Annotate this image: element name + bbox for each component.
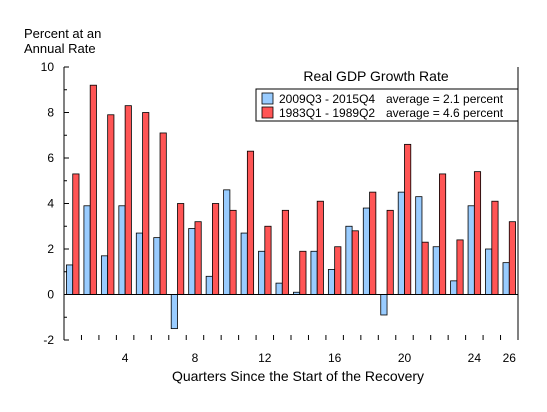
bar-series-2-q19	[386, 209, 394, 295]
y-ticks-group: -2 0 2 4 6 8 10	[41, 60, 69, 347]
legend-label-series-2: 1983Q1 - 1989Q2	[279, 106, 375, 120]
legend-box	[255, 88, 519, 122]
bar-series-2-q3	[107, 114, 115, 295]
bar-series-1-q5	[135, 232, 143, 295]
bar-series-2-q23	[456, 239, 464, 295]
bar-series-2-q25	[491, 200, 499, 295]
bar-series-1-q13	[275, 282, 283, 295]
legend: 2009Q3 - 2015Q4 average = 2.1 percent 19…	[255, 88, 519, 122]
bar-series-2-q24	[473, 171, 482, 295]
bar-series-2-q22	[439, 173, 447, 295]
legend-swatch-series-1	[261, 92, 274, 105]
legend-average-series-2: average = 4.6 percent	[386, 106, 504, 120]
x-tick-label: 20	[398, 351, 412, 365]
bar-series-2-q2	[89, 84, 97, 295]
bar-series-2-q18	[369, 191, 377, 295]
bar-series-1-q18	[362, 207, 370, 295]
bar-series-2-q13	[281, 209, 289, 295]
bar-series-1-q15	[310, 250, 318, 295]
bar-series-2-q14	[299, 250, 307, 295]
x-tick-label: 26	[503, 351, 517, 365]
bar-series-1-q21	[415, 196, 423, 295]
bar-series-2-q10	[229, 209, 237, 295]
bar-series-1-q10	[223, 189, 231, 295]
bar-series-1-q11	[240, 232, 248, 295]
bar-series-2-q1	[72, 173, 80, 295]
bar-series-1-q9	[205, 275, 213, 295]
legend-swatch-series-2	[261, 106, 274, 119]
y-axis-label: Percent at an Annual Rate	[24, 26, 101, 56]
bar-series-2-q4	[124, 105, 132, 295]
bar-series-2-q5	[142, 112, 150, 295]
x-tick-label: 4	[122, 351, 129, 365]
y-tick-label: 2	[47, 242, 54, 256]
bar-series-1-q2	[83, 205, 91, 295]
bar-series-1-q25	[485, 248, 493, 295]
y-tick-label: 8	[47, 106, 54, 120]
y-tick-label: 10	[41, 60, 55, 74]
bar-series-1-q12	[258, 250, 266, 295]
bar-series-1-q24	[467, 205, 475, 295]
bar-series-2-q21	[421, 241, 429, 295]
bar-series-1-q16	[327, 269, 336, 295]
bar-series-2-q11	[246, 150, 255, 295]
bar-series-1-q22	[432, 246, 440, 295]
bar-series-1-q6	[153, 237, 161, 295]
x-ticks-group: 4 8 12 16 20 24 26	[63, 335, 519, 365]
bar-series-1-q4	[118, 205, 126, 295]
bar-series-2-q7	[177, 203, 185, 295]
bar-series-2-q16	[334, 246, 342, 295]
bar-series-2-q15	[316, 200, 324, 295]
y-tick-label: 6	[47, 151, 54, 165]
bar-series-1-q17	[345, 225, 353, 295]
y-axis-label-line1: Percent at an	[24, 26, 101, 41]
y-axis-label-line2: Annual Rate	[24, 41, 96, 56]
y-tick-label: 0	[47, 288, 54, 302]
bar-series-2-q6	[159, 132, 167, 295]
x-axis-label: Quarters Since the Start of the Recovery	[172, 368, 424, 384]
bar-series-2-q20	[404, 143, 412, 295]
bar-series-2-q26	[508, 221, 516, 295]
bar-series-1-q23	[450, 280, 458, 295]
bar-series-2-q8	[194, 221, 202, 295]
x-tick-label: 16	[328, 351, 342, 365]
bar-series-1-q1	[66, 264, 74, 295]
x-tick-label: 24	[468, 351, 482, 365]
bar-series-1-q3	[100, 255, 109, 295]
bar-series-1-q20	[397, 191, 405, 295]
bar-series-1-q8	[188, 228, 196, 295]
bar-series-2-q12	[264, 225, 272, 295]
chart-title: Real GDP Growth Rate	[303, 68, 448, 84]
x-tick-label: 8	[192, 351, 199, 365]
x-tick-label: 12	[258, 351, 272, 365]
y-tick-label: -2	[43, 333, 54, 347]
y-tick-label: 4	[47, 197, 54, 211]
bar-series-1-q7	[170, 294, 178, 330]
bar-series-2-q9	[212, 203, 220, 295]
bar-series-1-q26	[502, 262, 510, 295]
legend-label-series-1: 2009Q3 - 2015Q4	[279, 92, 375, 106]
bar-series-2-q17	[351, 230, 359, 295]
legend-average-series-1: average = 2.1 percent	[386, 92, 504, 106]
bar-series-1-q19	[380, 294, 388, 316]
bars-group	[66, 84, 516, 330]
